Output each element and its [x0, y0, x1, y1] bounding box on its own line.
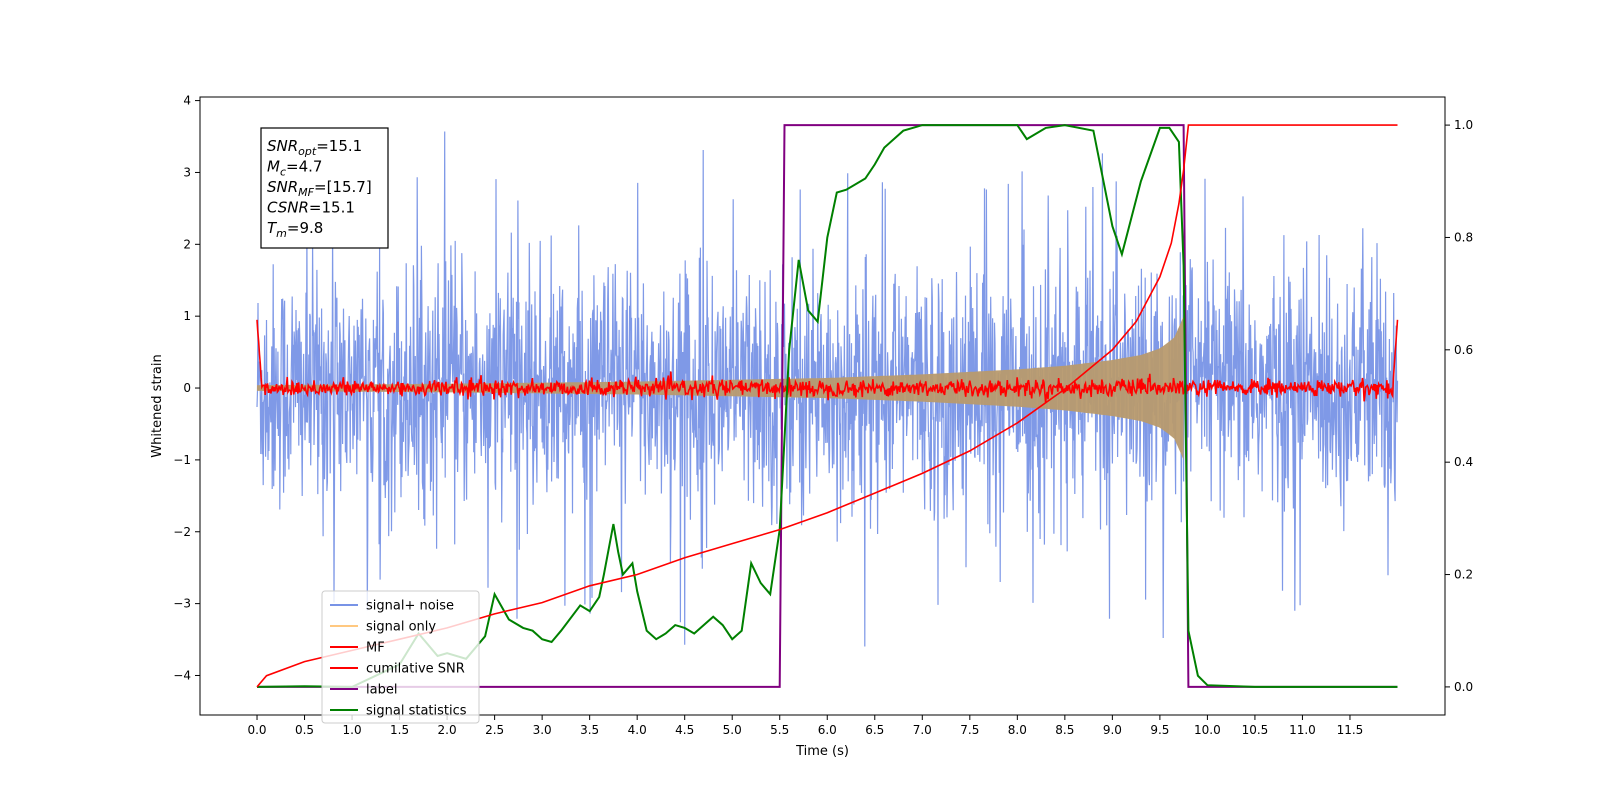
y-left-tick-label: −2: [173, 525, 191, 539]
x-tick-label: 6.0: [818, 723, 837, 737]
legend-label: signal statistics: [366, 704, 467, 719]
annotation-line: CSNR=15.1: [267, 199, 355, 217]
x-tick-label: 4.5: [675, 723, 694, 737]
series-signal-plus-noise: [256, 131, 1399, 647]
series-signal-only: [257, 316, 1184, 460]
x-axis-label: Time (s): [795, 744, 849, 759]
annotation-frame: [260, 127, 389, 249]
y-left-tick-label: −1: [173, 453, 191, 467]
x-tick-label: 5.0: [723, 723, 742, 737]
x-tick-label: 1.5: [390, 723, 409, 737]
annotation-line: Tm=9.8: [267, 219, 323, 240]
x-tick-label: 9.5: [1150, 723, 1169, 737]
y-right-tick-label: 0.4: [1454, 455, 1473, 469]
y-right-tick-label: 0.2: [1454, 568, 1473, 582]
x-tick-label: 0.5: [295, 723, 314, 737]
x-tick-label: 0.0: [247, 723, 266, 737]
legend-label: cumilative SNR: [366, 662, 465, 677]
x-tick-label: 7.5: [960, 723, 979, 737]
annotation-line: SNRMF=[15.7]: [267, 178, 372, 199]
annotation-line: Mc=4.7: [267, 158, 322, 179]
x-tick-label: 5.5: [770, 723, 789, 737]
x-tick-label: 10.5: [1242, 723, 1269, 737]
x-tick-label: 7.0: [913, 723, 932, 737]
y-right-tick-label: 0.6: [1454, 343, 1473, 357]
x-tick-label: 10.0: [1194, 723, 1221, 737]
x-tick-label: 11.0: [1289, 723, 1316, 737]
y-right-tick-label: 0.0: [1454, 680, 1473, 694]
y-left-tick-label: 1: [183, 309, 191, 323]
legend-label: signal only: [366, 620, 436, 635]
series-mf: [256, 319, 1399, 403]
legend-label: MF: [366, 641, 385, 656]
y-right-tick-label: 1.0: [1454, 118, 1473, 132]
x-tick-label: 6.5: [865, 723, 884, 737]
series-signal-statistics: [256, 124, 1398, 688]
x-tick-label: 8.0: [1008, 723, 1027, 737]
y-left-tick-label: 2: [183, 237, 191, 251]
x-tick-label: 11.5: [1337, 723, 1364, 737]
y-left-tick-label: 3: [183, 165, 191, 179]
y-right-tick-label: 0.8: [1454, 230, 1473, 244]
x-tick-label: 2.0: [438, 723, 457, 737]
y-left-tick-label: −4: [173, 668, 191, 682]
y-left-tick-label: 0: [183, 381, 191, 395]
legend: signal+ noise signal only MF cumilative SNR…: [321, 590, 480, 724]
annotation-line: SNRopt=15.1: [267, 137, 362, 158]
axes: 0.0 0.5 1.0 1.5 2.0 2.5 3.0 3.5 4.0 4.5 5.0 5.5 6.0 6…: [173, 94, 1473, 737]
x-tick-label: 4.0: [628, 723, 647, 737]
y-left-tick-label: 4: [183, 94, 191, 108]
y-axis-label: Whitened strain: [150, 354, 165, 457]
x-tick-label: 3.0: [533, 723, 552, 737]
x-tick-label: 3.5: [580, 723, 599, 737]
x-tick-label: 2.5: [485, 723, 504, 737]
y-left-tick-label: −3: [173, 597, 191, 611]
legend-label: label: [366, 683, 397, 698]
x-tick-label: 9.0: [1103, 723, 1122, 737]
axes-frame: [199, 96, 1446, 716]
legend-label: signal+ noise: [366, 599, 454, 614]
x-tick-label: 1.0: [343, 723, 362, 737]
legend-frame: [321, 590, 480, 724]
x-tick-label: 8.5: [1055, 723, 1074, 737]
